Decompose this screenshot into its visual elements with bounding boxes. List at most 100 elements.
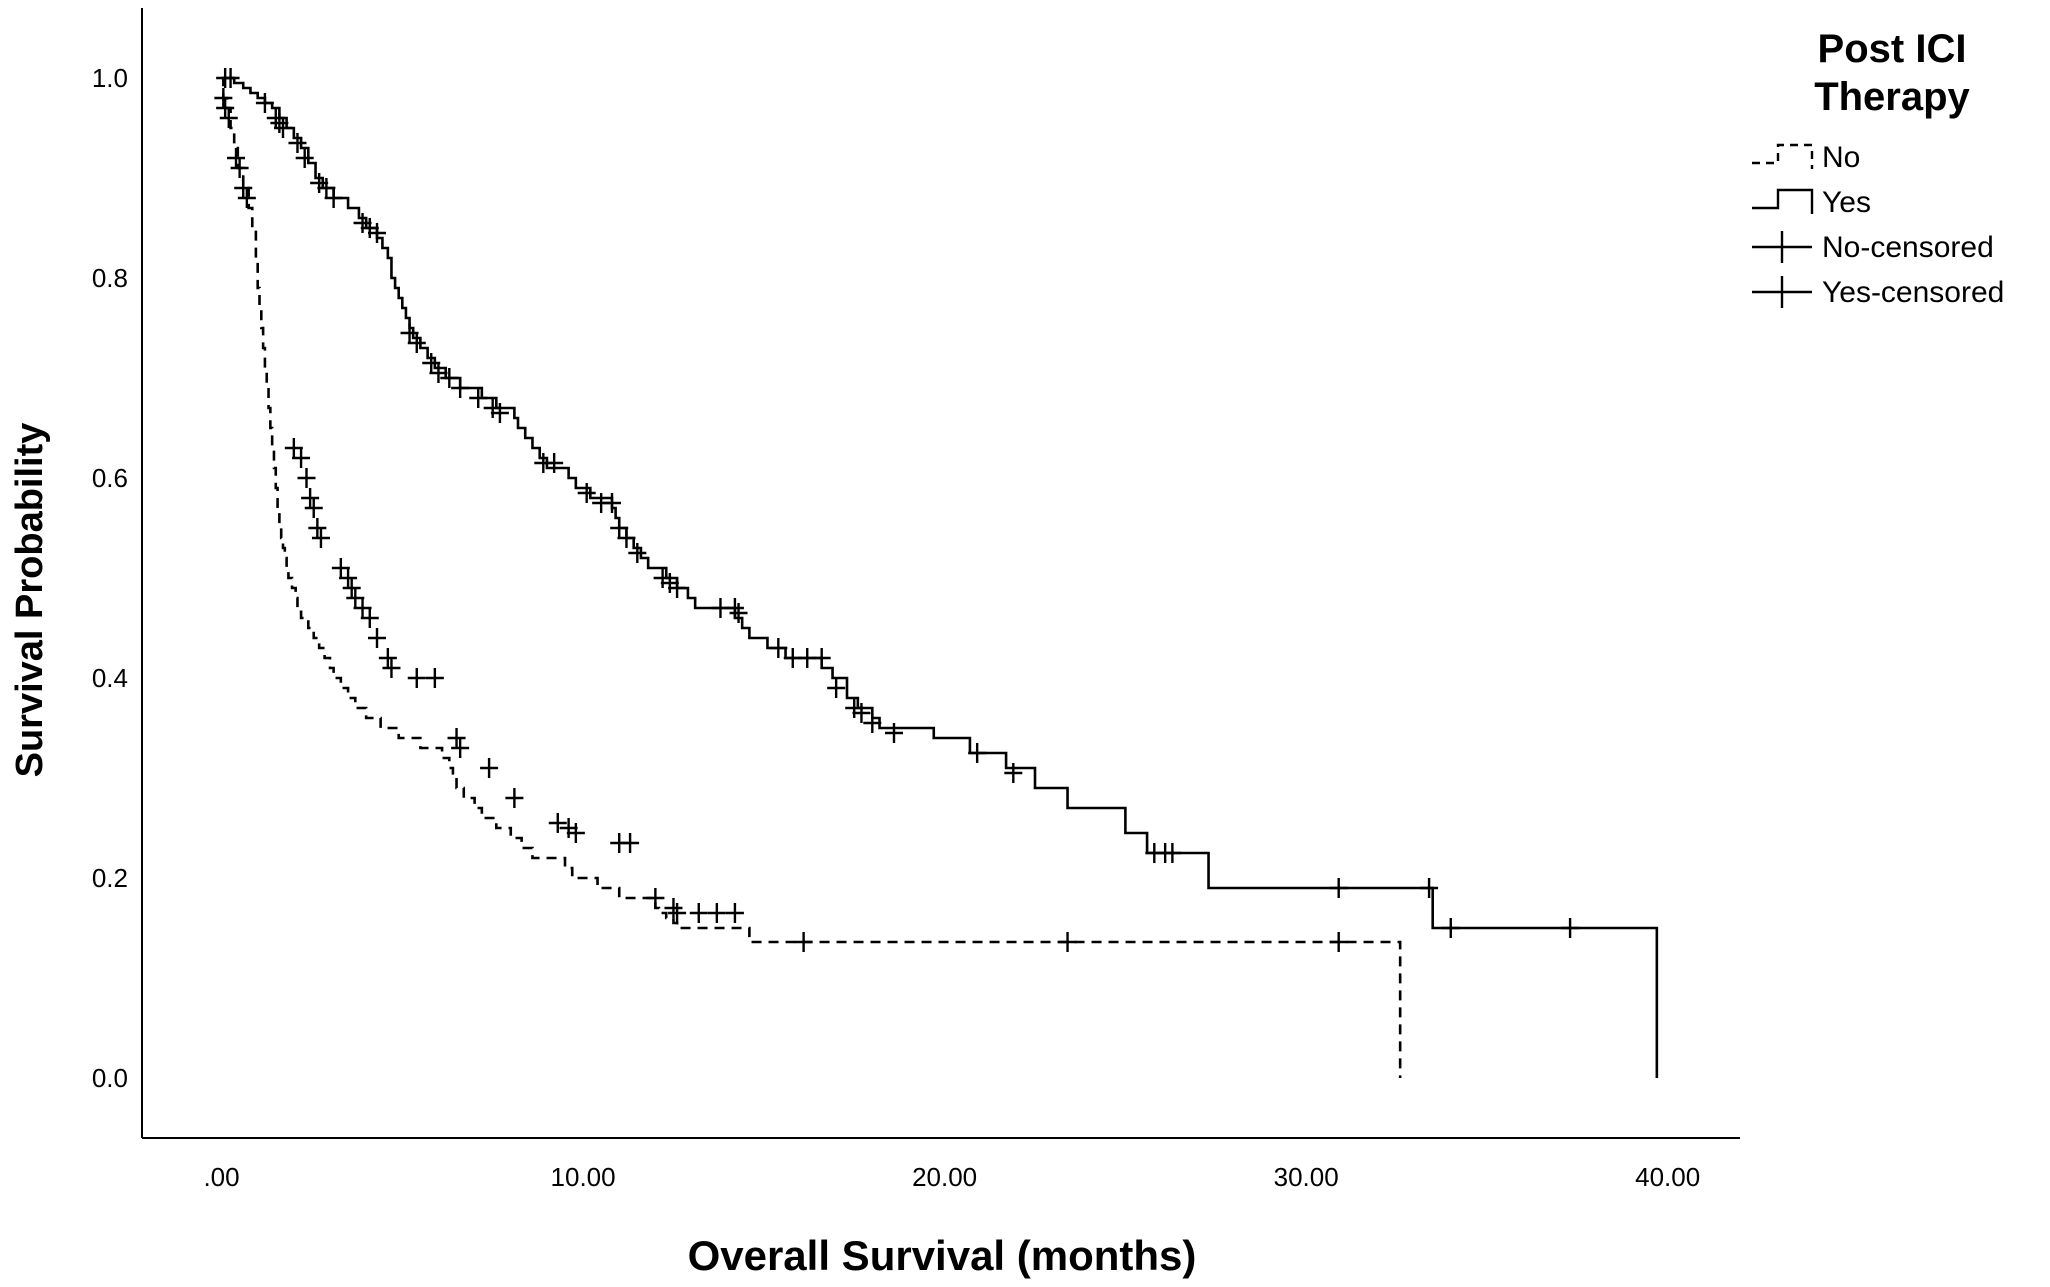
censor-mark-yes — [863, 713, 882, 733]
censor-mark-yes — [274, 118, 292, 138]
censor-mark-yes — [400, 323, 419, 343]
censor-mark-no — [301, 488, 320, 508]
censor-mark-no — [451, 738, 470, 758]
y-tick-label: 0.0 — [92, 1063, 128, 1093]
censor-mark-yes — [310, 173, 329, 193]
y-tick-label: 0.4 — [92, 663, 128, 693]
censor-mark-no — [227, 148, 245, 168]
censor-mark-yes — [1561, 918, 1580, 938]
y-tick-label: 0.6 — [92, 463, 128, 493]
censor-mark-no — [311, 528, 330, 548]
axes — [141, 8, 1740, 1139]
censor-mark-yes — [845, 698, 864, 718]
censor-mark-no — [234, 178, 253, 198]
censor-mark-no — [297, 468, 316, 488]
censor-mark-yes — [729, 603, 748, 623]
censor-mark-yes — [469, 388, 488, 408]
censor-mark-no — [1329, 932, 1348, 952]
x-tick-label: 30.00 — [1274, 1162, 1339, 1192]
censor-mark-yes — [429, 363, 448, 383]
legend-label: No-censored — [1822, 231, 1994, 264]
censor-mark-yes — [668, 578, 687, 598]
censor-mark-yes — [968, 743, 987, 763]
censor-mark-yes — [1441, 918, 1460, 938]
legend-symbol-censored — [1752, 276, 1812, 308]
legend-entries: No Yes No-censored Yes-censored — [1752, 141, 2004, 309]
censor-mark-yes — [617, 528, 636, 548]
censor-mark-no — [339, 568, 358, 588]
legend: Post ICI Therapy No Yes No-censored Yes-cen… — [1752, 27, 2004, 309]
censor-mark-yes — [628, 543, 647, 563]
censor-mark-no — [378, 648, 397, 668]
censor-mark-no — [505, 788, 524, 808]
censor-mark-yes — [483, 398, 502, 418]
censor-mark-yes — [255, 93, 274, 113]
censor-mark-yes — [288, 133, 307, 153]
y-tick-label: 0.8 — [92, 263, 128, 293]
censor-mark-yes — [407, 333, 426, 353]
censor-mark-yes — [1163, 843, 1182, 863]
censor-mark-no — [237, 188, 256, 208]
censor-mark-yes — [360, 218, 379, 238]
censor-mark-no — [216, 98, 235, 118]
censor-mark-no — [725, 903, 744, 923]
x-tick-labels: .00 10.00 20.00 30.00 40.00 — [203, 1162, 1700, 1192]
censor-mark-yes — [490, 403, 509, 423]
censor-mark-no — [668, 903, 687, 923]
censor-mark-no — [368, 628, 386, 648]
censor-mark-no — [346, 588, 365, 608]
censor-mark-yes — [451, 378, 470, 398]
censor-mark-yes — [353, 213, 372, 233]
censor-mark-no — [621, 833, 640, 853]
legend-symbol-dashed — [1752, 143, 1814, 169]
censor-mark-no — [1058, 932, 1077, 952]
censor-mark-no — [331, 558, 350, 578]
legend-title-line-2: Therapy — [1814, 75, 1970, 119]
x-axis-title: Overall Survival (months) — [688, 1232, 1197, 1279]
censor-mark-no — [308, 518, 327, 538]
censor-mark-no — [219, 108, 238, 128]
censor-mark-yes — [422, 353, 441, 373]
x-tick-label: .00 — [203, 1162, 239, 1192]
censor-mark-yes — [885, 723, 903, 743]
censor-mark-no — [304, 498, 323, 518]
censor-mark-no — [382, 658, 401, 678]
censor-mark-no — [425, 668, 444, 688]
censor-mark-yes — [827, 678, 846, 698]
censor-mark-no — [360, 608, 379, 628]
censor-mark-yes — [317, 178, 336, 198]
censor-mark-yes — [295, 148, 314, 168]
y-tick-labels: 0.0 0.2 0.4 0.6 0.8 1.0 — [92, 63, 128, 1093]
censor-mark-yes — [603, 493, 621, 513]
censor-mark-yes — [270, 113, 289, 133]
censor-mark-yes — [1004, 763, 1023, 783]
censor-mark-yes — [324, 188, 343, 208]
censor-mark-yes — [725, 598, 744, 618]
y-tick-label: 0.2 — [92, 863, 128, 893]
x-tick-label: 10.00 — [551, 1162, 616, 1192]
censor-mark-yes — [610, 518, 629, 538]
censor-mark-no — [794, 932, 813, 952]
censor-mark-no — [214, 88, 233, 108]
legend-title-line-1: Post ICI — [1818, 27, 1967, 71]
censor-layer — [214, 68, 1580, 952]
censor-mark-no — [230, 158, 249, 178]
series-line-yes — [221, 76, 1659, 1078]
censor-mark-yes — [769, 638, 788, 658]
censor-mark-no — [407, 668, 426, 688]
censor-mark-yes — [653, 568, 672, 588]
censor-mark-yes — [660, 573, 679, 593]
legend-symbol-solid — [1752, 188, 1814, 214]
censor-mark-yes — [577, 483, 596, 503]
censor-mark-no — [689, 903, 708, 923]
censor-mark-no — [548, 813, 567, 833]
series-layer — [221, 76, 1659, 1078]
censor-mark-yes — [266, 108, 285, 128]
censor-mark-yes — [1329, 878, 1348, 898]
censor-mark-yes — [545, 453, 564, 473]
censor-mark-yes — [1420, 878, 1439, 898]
censor-mark-no — [292, 448, 311, 468]
legend-symbol-censored — [1752, 231, 1812, 263]
censor-mark-yes — [368, 223, 386, 243]
